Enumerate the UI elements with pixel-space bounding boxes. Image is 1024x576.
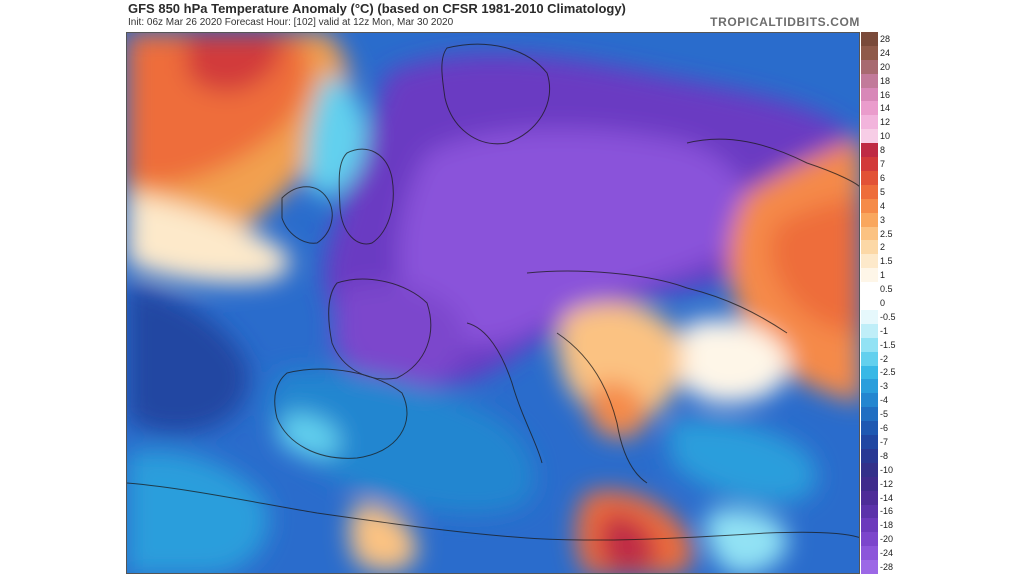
colorbar-segment xyxy=(861,407,878,422)
colorbar-label: 2 xyxy=(880,242,886,253)
coastlines xyxy=(127,43,859,541)
colorbar-segment xyxy=(861,32,878,46)
colorbar-segment xyxy=(861,296,878,311)
anomaly-blobs xyxy=(127,33,859,573)
colorbar-label: 7 xyxy=(880,159,886,170)
colorbar-label: -7 xyxy=(880,436,889,447)
colorbar-segment xyxy=(861,462,878,477)
colorbar-label: 1.5 xyxy=(880,256,893,267)
colorbar-label: -8 xyxy=(880,450,889,461)
colorbar-label: -24 xyxy=(880,548,894,559)
colorbar-segment xyxy=(861,115,878,130)
colorbar-label: -20 xyxy=(880,534,894,545)
colorbar-segment xyxy=(861,490,878,505)
colorbar-segment xyxy=(861,198,878,213)
colorbar-label: -16 xyxy=(880,506,894,517)
colorbar-segment xyxy=(861,560,878,575)
colorbar-label: -0.5 xyxy=(880,311,896,322)
colorbar-label: -28 xyxy=(880,562,894,573)
colorbar-label: 16 xyxy=(880,89,891,100)
colorbar-label: -1 xyxy=(880,325,889,336)
colorbar-segment xyxy=(861,309,878,324)
colorbar-label: 14 xyxy=(880,103,891,114)
colorbar-label: 28 xyxy=(880,33,891,44)
colorbar-label: 20 xyxy=(880,61,891,72)
colorbar-label: -18 xyxy=(880,520,894,531)
colorbar-segment xyxy=(861,73,878,88)
colorbar-segment xyxy=(861,212,878,227)
colorbar-segment xyxy=(861,518,878,533)
colorbar-label: -1.5 xyxy=(880,339,896,350)
colorbar-label: 10 xyxy=(880,131,891,142)
colorbar-segment xyxy=(861,268,878,283)
colorbar-label: -3 xyxy=(880,381,889,392)
colorbar-label: -12 xyxy=(880,478,894,489)
colorbar-segment xyxy=(861,282,878,297)
colorbar-segment xyxy=(861,129,878,144)
colorbar-segment xyxy=(861,254,878,269)
colorbar-segment xyxy=(861,323,878,338)
colorbar-segment xyxy=(861,59,878,74)
map-title: GFS 850 hPa Temperature Anomaly (°C) (ba… xyxy=(128,1,626,16)
colorbar-segment xyxy=(861,87,878,102)
forecast-info: Init: 06z Mar 26 2020 Forecast Hour: [10… xyxy=(128,17,454,28)
colorbar-label: -2 xyxy=(880,353,889,364)
colorbar-segment xyxy=(861,337,878,352)
colorbar-label: 4 xyxy=(880,200,886,211)
colorbar-label: 1 xyxy=(880,270,886,281)
colorbar-label: -14 xyxy=(880,492,894,503)
colorbar-label: 3 xyxy=(880,214,886,225)
colorbar-segment xyxy=(861,435,878,450)
colorbar-label: 2.5 xyxy=(880,228,893,239)
colorbar-segment xyxy=(861,504,878,519)
colorbar-segment xyxy=(861,184,878,199)
anomaly-map xyxy=(126,32,860,574)
colorbar-label: 5 xyxy=(880,186,886,197)
colorbar-label: 6 xyxy=(880,172,886,183)
colorbar-label: 0.5 xyxy=(880,284,893,295)
colorbar-label: 12 xyxy=(880,117,891,128)
colorbar-segment xyxy=(861,226,878,241)
colorbar-segment xyxy=(861,240,878,255)
colorbar-label: -6 xyxy=(880,423,889,434)
colorbar-segment xyxy=(861,351,878,366)
colorbar-label: -4 xyxy=(880,395,889,406)
colorbar-segment xyxy=(861,101,878,116)
colorbar-label: 24 xyxy=(880,47,891,58)
colorbar-segment xyxy=(861,143,878,158)
colorbar-label: 0 xyxy=(880,298,886,308)
colorbar-segment xyxy=(861,393,878,408)
colorbar-segment xyxy=(861,157,878,172)
colorbar-segment xyxy=(861,45,878,60)
colorbar-label: -10 xyxy=(880,464,894,475)
colorbar-segment xyxy=(861,365,878,380)
colorbar-segment xyxy=(861,379,878,394)
colorbar-label: -2.5 xyxy=(880,367,896,378)
colorbar-label: 8 xyxy=(880,145,886,156)
colorbar-segment xyxy=(861,546,878,561)
brand-watermark: TROPICALTIDBITS.COM xyxy=(710,15,860,29)
colorbar-segment xyxy=(861,170,878,185)
colorbar-segment xyxy=(861,476,878,491)
colorbar xyxy=(861,32,878,575)
map-header: GFS 850 hPa Temperature Anomaly (°C) (ba… xyxy=(128,0,868,32)
colorbar-segment xyxy=(861,421,878,436)
colorbar-segment xyxy=(861,448,878,463)
colorbar-label: 18 xyxy=(880,75,891,86)
anomaly-map-graphic xyxy=(127,33,859,573)
colorbar-labels: 28 24 20 18 16 14 12 10 8 7 6 5 4 3 2.5 2 1.5 1 0.5 0 -0.5 -1… xyxy=(880,32,920,574)
colorbar-segment xyxy=(861,532,878,547)
colorbar-label: -5 xyxy=(880,409,889,420)
